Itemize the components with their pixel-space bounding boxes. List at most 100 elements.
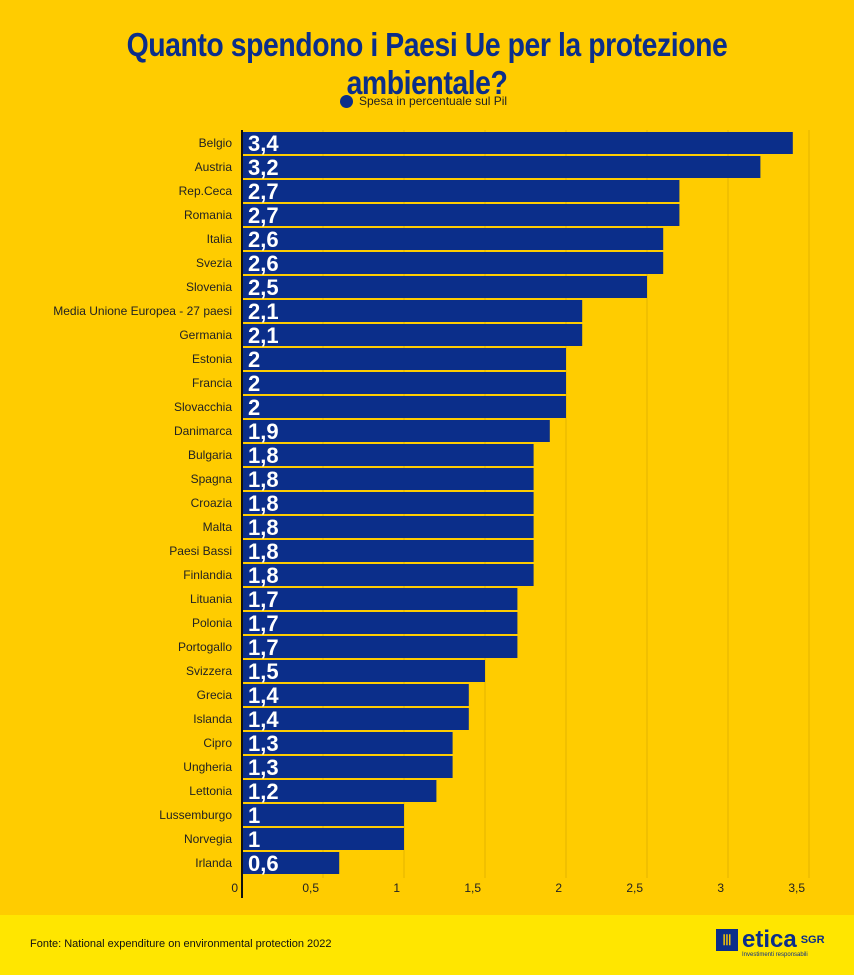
legend-swatch <box>340 94 353 108</box>
data-label: 1,3 <box>248 755 279 780</box>
data-label: 1 <box>248 803 260 828</box>
category-label: Cipro <box>203 736 232 750</box>
data-label: 2,7 <box>248 203 279 228</box>
bar <box>242 732 453 754</box>
category-label: Polonia <box>192 616 232 630</box>
category-label: Irlanda <box>195 856 232 870</box>
data-label: 1,5 <box>248 659 279 684</box>
category-label: Portogallo <box>178 640 232 654</box>
bar <box>242 588 518 610</box>
data-label: 0,6 <box>248 851 279 876</box>
data-label: 1,4 <box>248 707 279 732</box>
category-label: Paesi Bassi <box>169 544 232 558</box>
data-label: 2,6 <box>248 251 279 276</box>
bar <box>242 756 453 778</box>
data-label: 1,7 <box>248 635 279 660</box>
legend: Spesa in percentuale sul Pil <box>340 94 507 108</box>
category-label: Austria <box>195 160 233 174</box>
category-label: Romania <box>184 208 232 222</box>
category-label: Ungheria <box>183 760 232 774</box>
bar <box>242 348 566 370</box>
category-label: Rep.Ceca <box>179 184 233 198</box>
x-tick-label: 0 <box>231 881 238 895</box>
data-label: 1,9 <box>248 419 279 444</box>
bar <box>242 684 469 706</box>
bar <box>242 492 534 514</box>
etica-logo: ꔖ etica SGR Investimenti responsabili <box>716 926 825 958</box>
bar <box>242 780 437 802</box>
x-tick-label: 2,5 <box>626 881 643 895</box>
x-tick-label: 3 <box>717 881 724 895</box>
data-label: 1,2 <box>248 779 279 804</box>
category-label: Belgio <box>199 136 233 150</box>
bar <box>242 804 404 826</box>
category-label: Svezia <box>196 256 232 270</box>
bar <box>242 708 469 730</box>
bar <box>242 396 566 418</box>
data-label: 1,8 <box>248 515 279 540</box>
category-label: Grecia <box>197 688 233 702</box>
bar <box>242 828 404 850</box>
data-label: 1 <box>248 827 260 852</box>
bar <box>242 324 583 346</box>
logo-suffix: SGR <box>800 934 825 946</box>
chart-title: Quanto spendono i Paesi Ue per la protez… <box>126 26 728 101</box>
category-label: Croazia <box>191 496 233 510</box>
category-label: Francia <box>192 376 232 390</box>
data-label: 1,4 <box>248 683 279 708</box>
bar <box>242 468 534 490</box>
data-label: 2,7 <box>248 179 279 204</box>
bar <box>242 612 518 634</box>
logo-text: etica <box>742 926 797 953</box>
bar <box>242 372 566 394</box>
bar <box>242 540 534 562</box>
bar <box>242 420 550 442</box>
x-tick-label: 3,5 <box>788 881 805 895</box>
data-label: 1,7 <box>248 587 279 612</box>
category-label: Slovenia <box>186 280 232 294</box>
logo-mark-icon: ꔖ <box>716 929 738 951</box>
data-label: 2,1 <box>248 323 279 348</box>
bar <box>242 444 534 466</box>
category-label: Spagna <box>191 472 233 486</box>
bar <box>242 156 761 178</box>
category-label: Svizzera <box>186 664 232 678</box>
x-tick-label: 0,5 <box>302 881 319 895</box>
bar <box>242 180 680 202</box>
category-label: Danimarca <box>174 424 232 438</box>
category-label: Islanda <box>193 712 232 726</box>
bar <box>242 636 518 658</box>
bar <box>242 852 340 874</box>
data-label: 2,5 <box>248 275 279 300</box>
category-label: Finlandia <box>183 568 232 582</box>
data-label: 1,3 <box>248 731 279 756</box>
data-label: 1,8 <box>248 491 279 516</box>
category-label: Lituania <box>190 592 232 606</box>
footer: Fonte: National expenditure on environme… <box>0 915 854 975</box>
data-label: 3,2 <box>248 155 279 180</box>
bar-chart: 0 0,5 1 1,5 2 2,5 3 3,5 Belgio 3,4 Austria 3,2 Rep.C… <box>53 130 810 898</box>
data-label: 1,8 <box>248 443 279 468</box>
data-label: 2,1 <box>248 299 279 324</box>
x-tick-label: 2 <box>555 881 562 895</box>
category-label: Lettonia <box>189 784 232 798</box>
category-label: Lussemburgo <box>159 808 232 822</box>
category-label: Estonia <box>192 352 232 366</box>
category-label: Bulgaria <box>188 448 232 462</box>
data-label: 3,4 <box>248 131 279 156</box>
data-label: 1,8 <box>248 467 279 492</box>
bar <box>242 132 793 154</box>
logo-tagline: Investimenti responsabili <box>742 952 808 958</box>
category-label: Slovacchia <box>174 400 232 414</box>
data-label: 2 <box>248 371 260 396</box>
data-label: 1,7 <box>248 611 279 636</box>
category-label: Media Unione Europea - 27 paesi <box>53 304 232 318</box>
category-label: Norvegia <box>184 832 232 846</box>
bar <box>242 564 534 586</box>
data-label: 2,6 <box>248 227 279 252</box>
bar <box>242 204 680 226</box>
data-label: 1,8 <box>248 539 279 564</box>
legend-label: Spesa in percentuale sul Pil <box>359 94 508 108</box>
bar <box>242 276 647 298</box>
bar <box>242 252 664 274</box>
